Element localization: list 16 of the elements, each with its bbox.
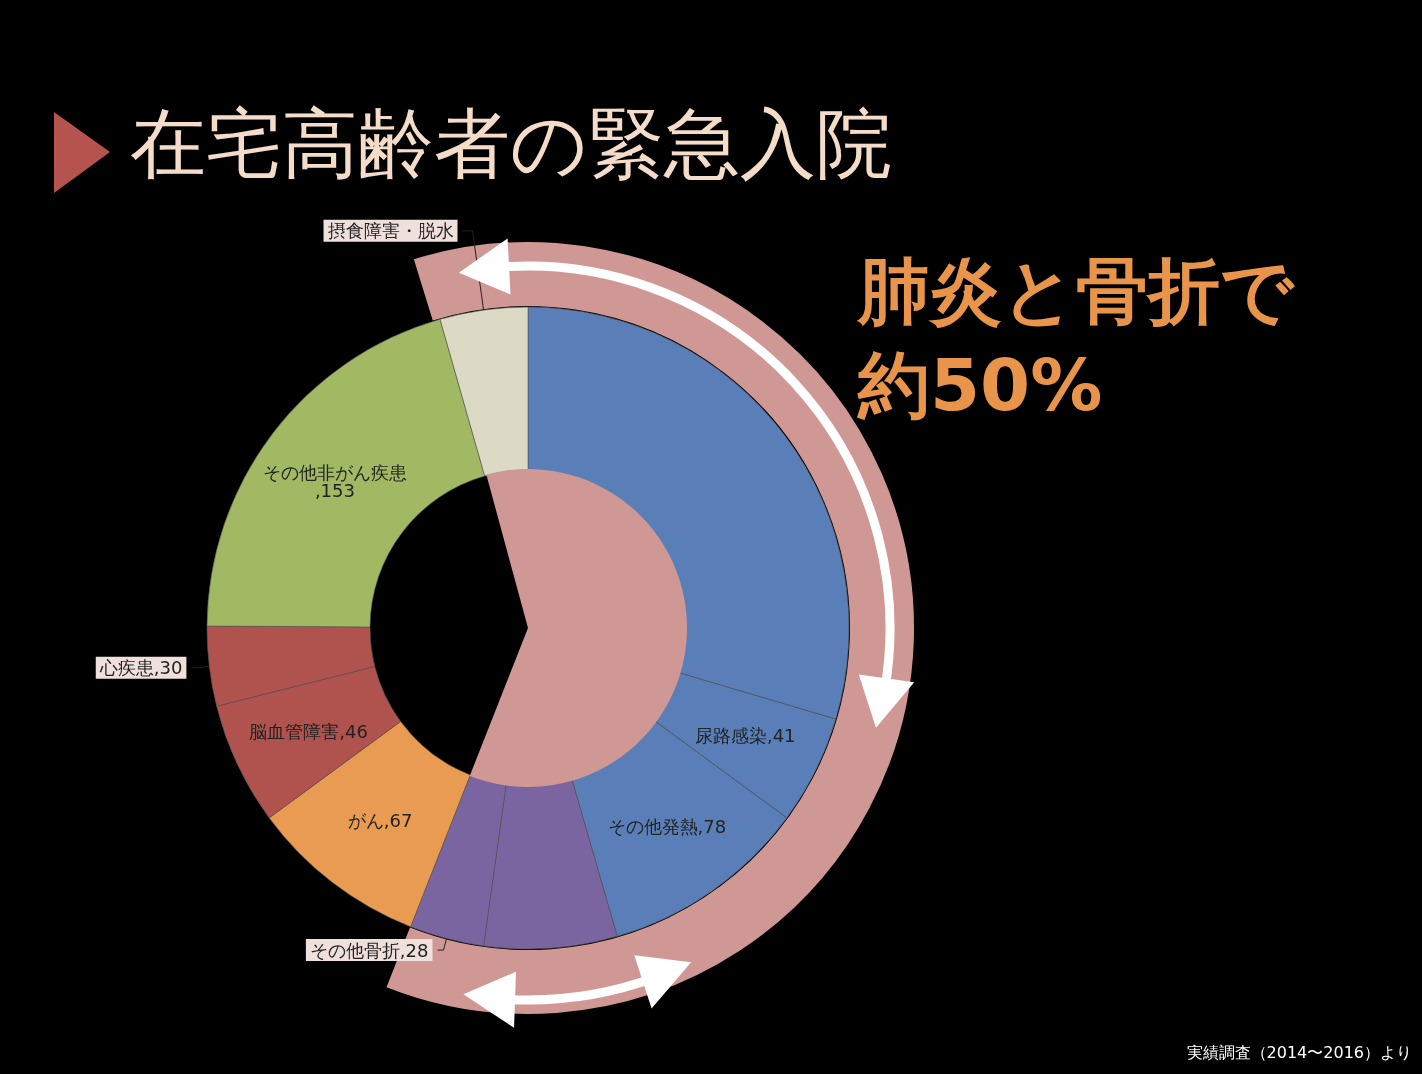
slice-label: その他骨折 — [309, 939, 400, 961]
slice-label: その他発熱 — [607, 816, 698, 838]
slice-label: 尿路感染 — [694, 725, 767, 747]
slice-label: 摂食障害・脱水 — [327, 220, 454, 242]
data-label: ,67 — [383, 809, 413, 831]
data-label: ,46 — [339, 720, 368, 742]
data-label: ,41 — [766, 725, 796, 747]
slice-label: 心疾患 — [98, 657, 154, 679]
data-label: ,30 — [153, 657, 183, 679]
text: 肺炎と骨折で約50% — [858, 248, 1296, 429]
slice-label: がん — [347, 809, 384, 831]
chart-title: 在宅高齢者の緊急入院 — [130, 98, 892, 188]
slice-label: 脳血管障害 — [249, 720, 340, 742]
data-label: ,28 — [399, 939, 429, 961]
data-label: ,78 — [697, 816, 727, 838]
text: 実績調査（2014〜2016）より — [1186, 1043, 1412, 1064]
